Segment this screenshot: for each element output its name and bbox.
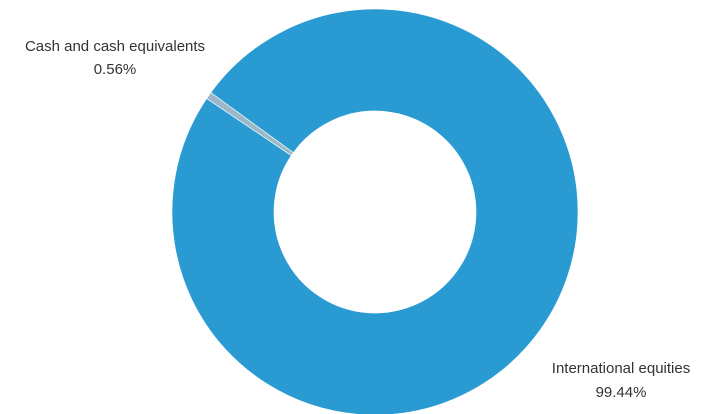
- slice-label-cash: Cash and cash equivalents: [25, 38, 205, 55]
- slice-cash: [206, 92, 294, 156]
- slice-value-cash: 0.56%: [94, 61, 137, 78]
- donut-slices: [171, 8, 579, 414]
- slice-label-international-equities: International equities: [552, 360, 690, 377]
- slice-value-international-equities: 99.44%: [596, 384, 647, 401]
- slice-international-equities: [171, 8, 579, 414]
